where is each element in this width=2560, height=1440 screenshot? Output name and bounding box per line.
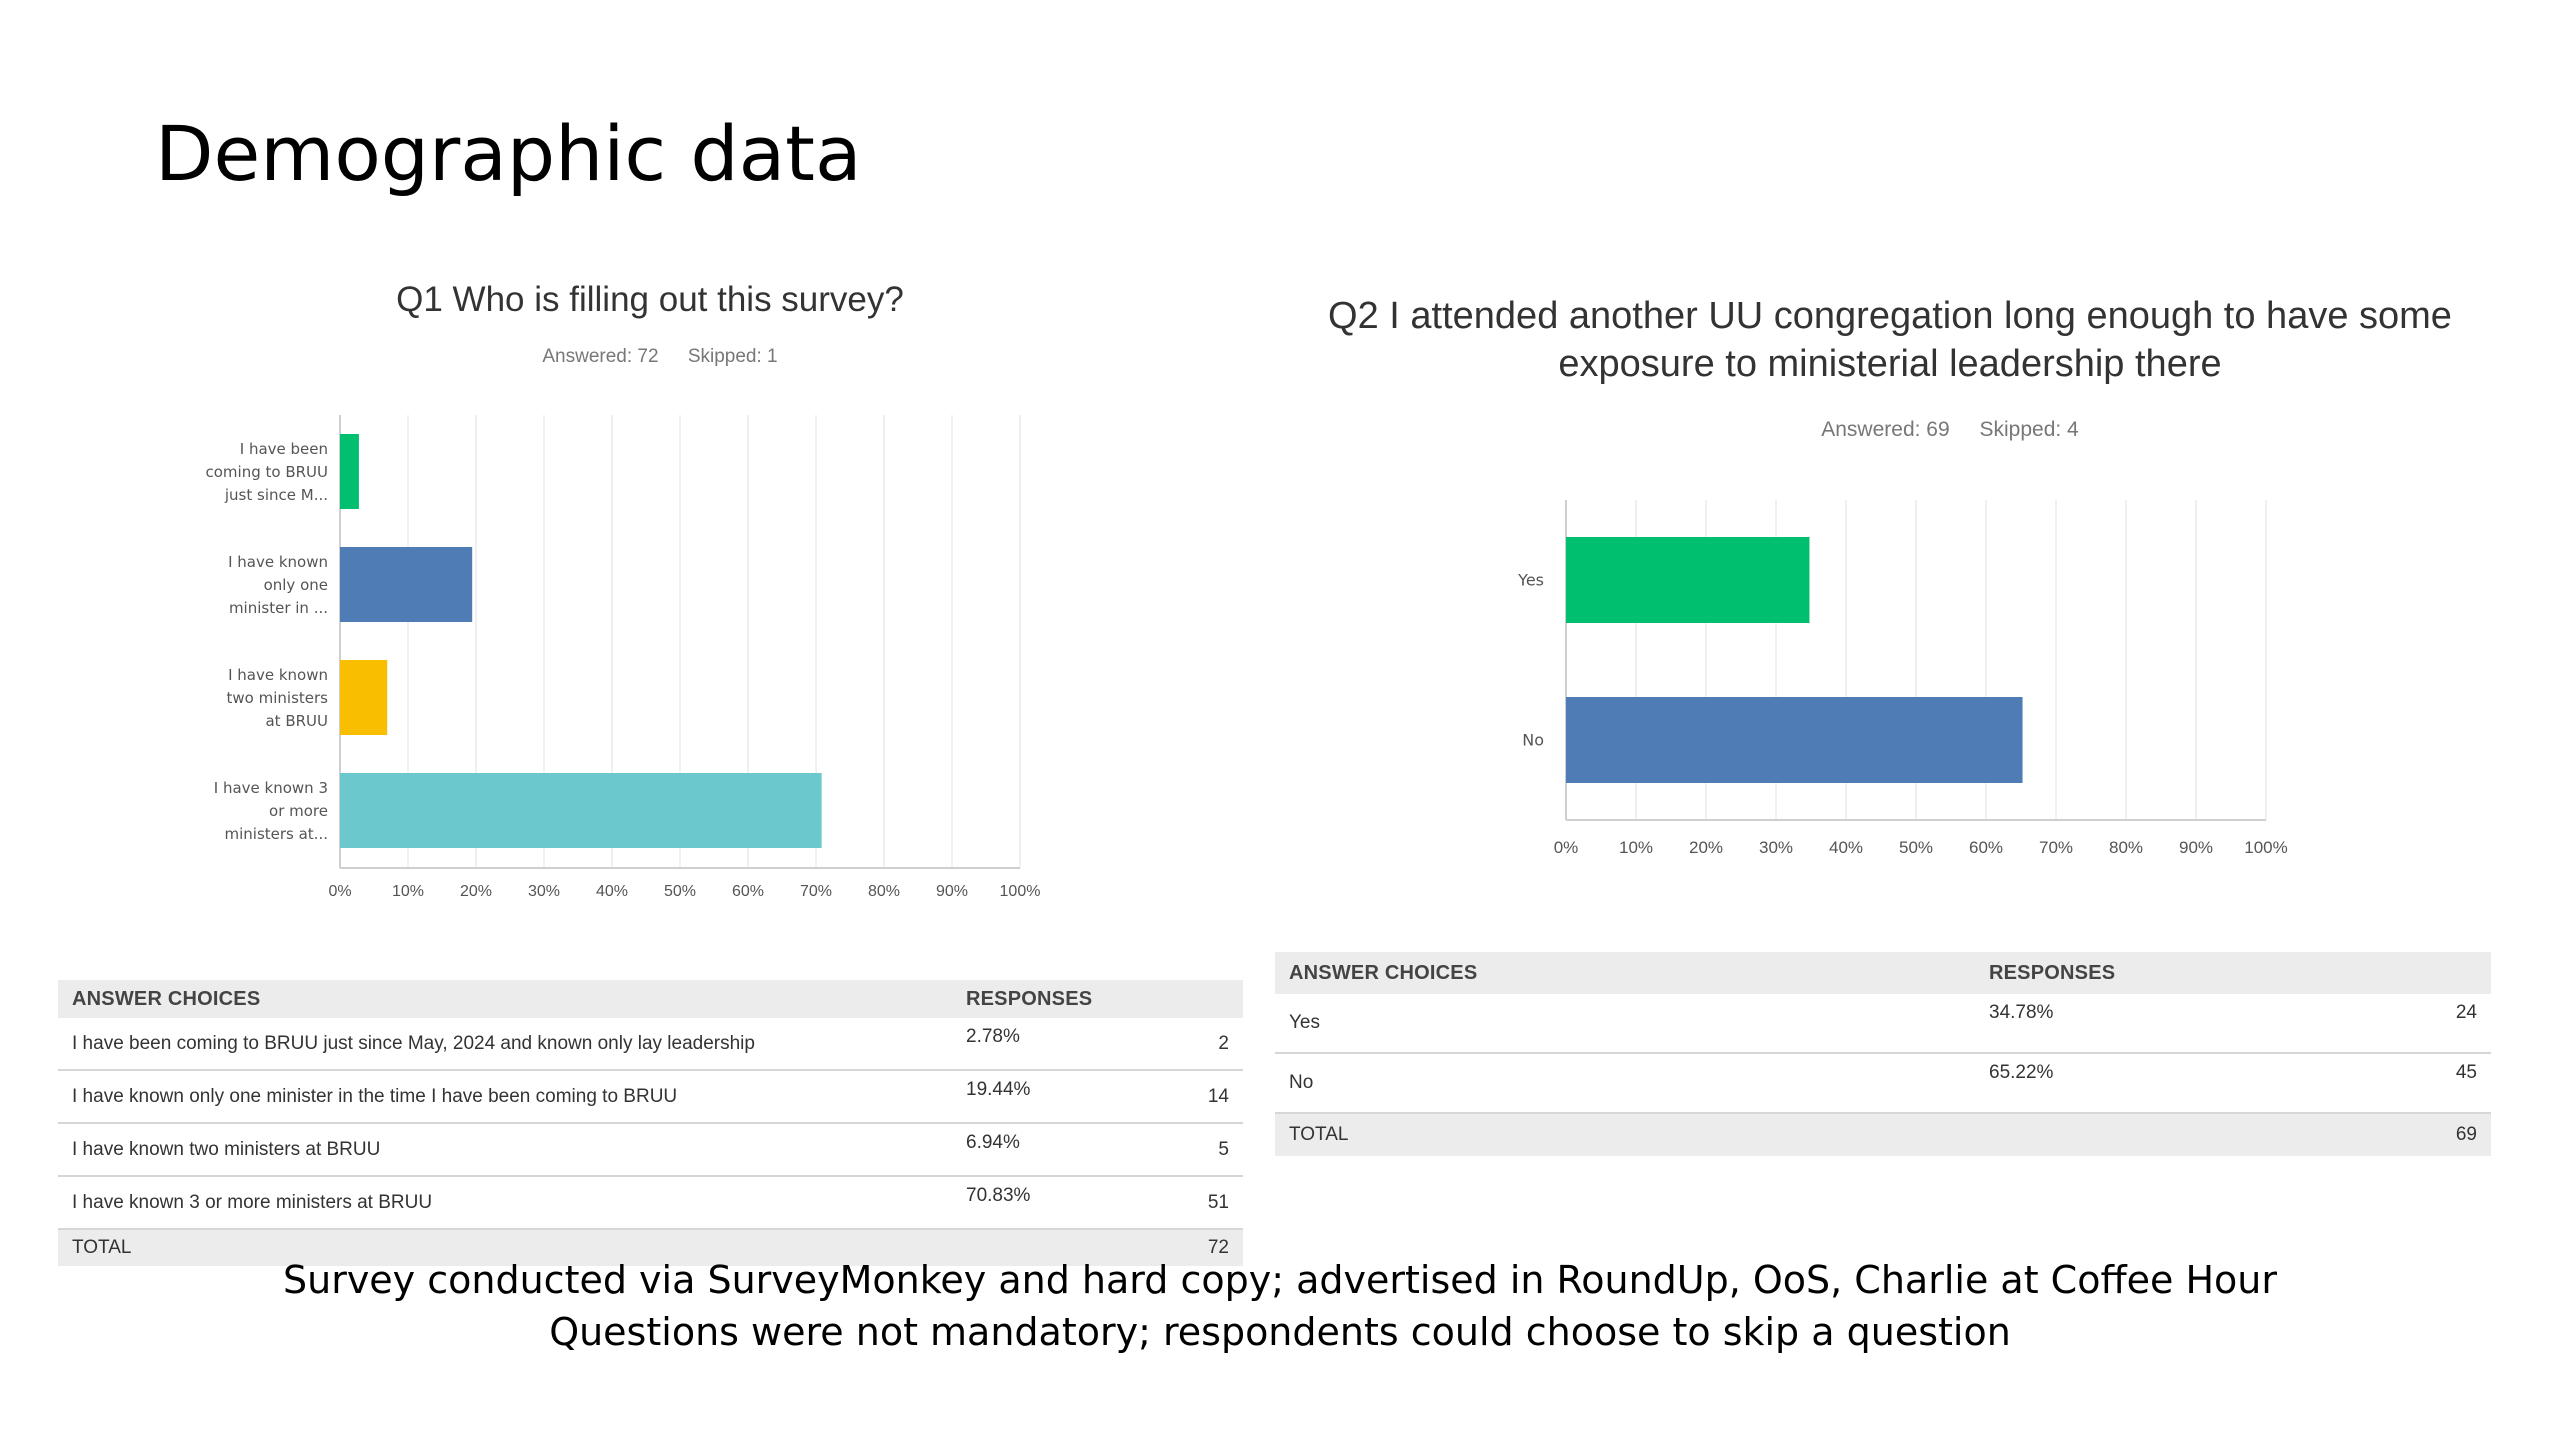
q1-response-stats: Answered: 72 Skipped: 1 [430,346,890,368]
bar [1566,697,2023,783]
q2-col-answer-choices: ANSWER CHOICES [1275,952,1975,994]
response-percent: 2.78% [952,1018,1145,1071]
q2-answered: Answered: 69 [1821,418,1950,441]
slide-title: Demographic data [155,109,862,198]
category-label: coming to BRUU [206,463,329,481]
table-row: I have been coming to BRUU just since Ma… [58,1018,1243,1071]
x-tick-label: 30% [1759,838,1793,857]
q2-chart-title: Q2 I attended another UU congregation lo… [1328,295,2452,385]
response-percent: 19.44% [952,1070,1145,1124]
category-label: I have known [228,666,328,684]
category-label: just since M... [224,486,328,504]
total-count: 69 [2393,1113,2491,1156]
bar [340,660,388,735]
category-label: minister in ... [229,599,328,617]
footer-note-1: Survey conducted via SurveyMonkey and ha… [282,1258,2278,1302]
total-label: TOTAL [58,1229,952,1266]
response-percent: 6.94% [952,1123,1145,1177]
q1-col-responses: RESPONSES [952,980,1145,1018]
q2-response-table: ANSWER CHOICES RESPONSES Yes 34.78% 24 N… [1275,952,2491,1156]
total-count: 72 [1145,1229,1243,1266]
x-tick-label: 50% [1899,838,1933,857]
answer-choice: I have known only one minister in the ti… [58,1070,952,1124]
table-row: I have known only one minister in the ti… [58,1070,1243,1124]
x-tick-label: 20% [460,883,492,900]
x-tick-label: 20% [1689,838,1723,857]
category-label: Yes [1517,571,1544,590]
table-row: I have known 3 or more ministers at BRUU… [58,1176,1243,1230]
q2-skipped: Skipped: 4 [1979,418,2079,441]
category-label: I have known 3 [214,779,328,797]
q1-chart-title: Q1 Who is filling out this survey? [396,280,904,319]
x-tick-label: 60% [732,883,764,900]
x-tick-label: 10% [392,883,424,900]
answer-choice: I have known two ministers at BRUU [58,1123,952,1177]
category-label: at BRUU [265,712,328,730]
bar [340,773,822,848]
x-tick-label: 70% [800,883,832,900]
x-tick-label: 100% [2244,838,2287,857]
x-tick-label: 80% [868,883,900,900]
x-tick-label: 90% [936,883,968,900]
category-label: ministers at... [224,825,328,843]
table-total-row: TOTAL 72 [58,1229,1243,1266]
bar [340,547,473,622]
response-percent: 70.83% [952,1176,1145,1230]
x-tick-label: 70% [2039,838,2073,857]
category-label: I have been [240,440,328,458]
category-label: I have known [228,553,328,571]
q1-skipped: Skipped: 1 [687,346,778,367]
answer-choice: No [1275,1053,1975,1114]
response-count: 5 [1145,1123,1243,1177]
q1-response-table: ANSWER CHOICES RESPONSES I have been com… [58,980,1243,1266]
x-tick-label: 40% [596,883,628,900]
response-percent: 34.78% [1975,994,2393,1054]
response-count: 24 [2393,994,2491,1054]
response-percent: 65.22% [1975,1053,2393,1114]
footer-note-2: Questions were not mandatory; respondent… [549,1310,2011,1354]
x-tick-label: 80% [2109,838,2143,857]
x-tick-label: 40% [1829,838,1863,857]
bar [340,434,359,509]
table-row: Yes 34.78% 24 [1275,994,2491,1054]
answer-choice: I have known 3 or more ministers at BRUU [58,1176,952,1230]
x-tick-label: 30% [528,883,560,900]
x-tick-label: 100% [1000,883,1041,900]
q2-col-count [2393,952,2491,994]
q1-col-count [1145,980,1243,1018]
x-tick-label: 50% [664,883,696,900]
bar [1566,537,1810,623]
response-count: 51 [1145,1176,1243,1230]
category-label: two ministers [227,689,329,707]
total-blank [1975,1113,2393,1156]
category-label: No [1522,731,1544,750]
table-row: No 65.22% 45 [1275,1053,2491,1114]
q2-response-stats: Answered: 69 Skipped: 4 [1700,418,2200,442]
category-label: only one [264,576,328,594]
x-tick-label: 60% [1969,838,2003,857]
response-count: 45 [2393,1053,2491,1114]
q2-col-responses: RESPONSES [1975,952,2393,994]
table-total-row: TOTAL 69 [1275,1113,2491,1156]
x-tick-label: 0% [328,883,351,900]
x-tick-label: 10% [1619,838,1653,857]
x-tick-label: 90% [2179,838,2213,857]
q1-answered: Answered: 72 [542,346,659,367]
x-tick-label: 0% [1554,838,1579,857]
total-blank [952,1229,1145,1266]
response-count: 2 [1145,1018,1243,1071]
table-row: I have known two ministers at BRUU 6.94%… [58,1123,1243,1177]
q1-col-answer-choices: ANSWER CHOICES [58,980,952,1018]
category-label: or more [269,802,328,820]
total-label: TOTAL [1275,1113,1975,1156]
response-count: 14 [1145,1070,1243,1124]
answer-choice: I have been coming to BRUU just since Ma… [58,1018,952,1071]
answer-choice: Yes [1275,994,1975,1054]
